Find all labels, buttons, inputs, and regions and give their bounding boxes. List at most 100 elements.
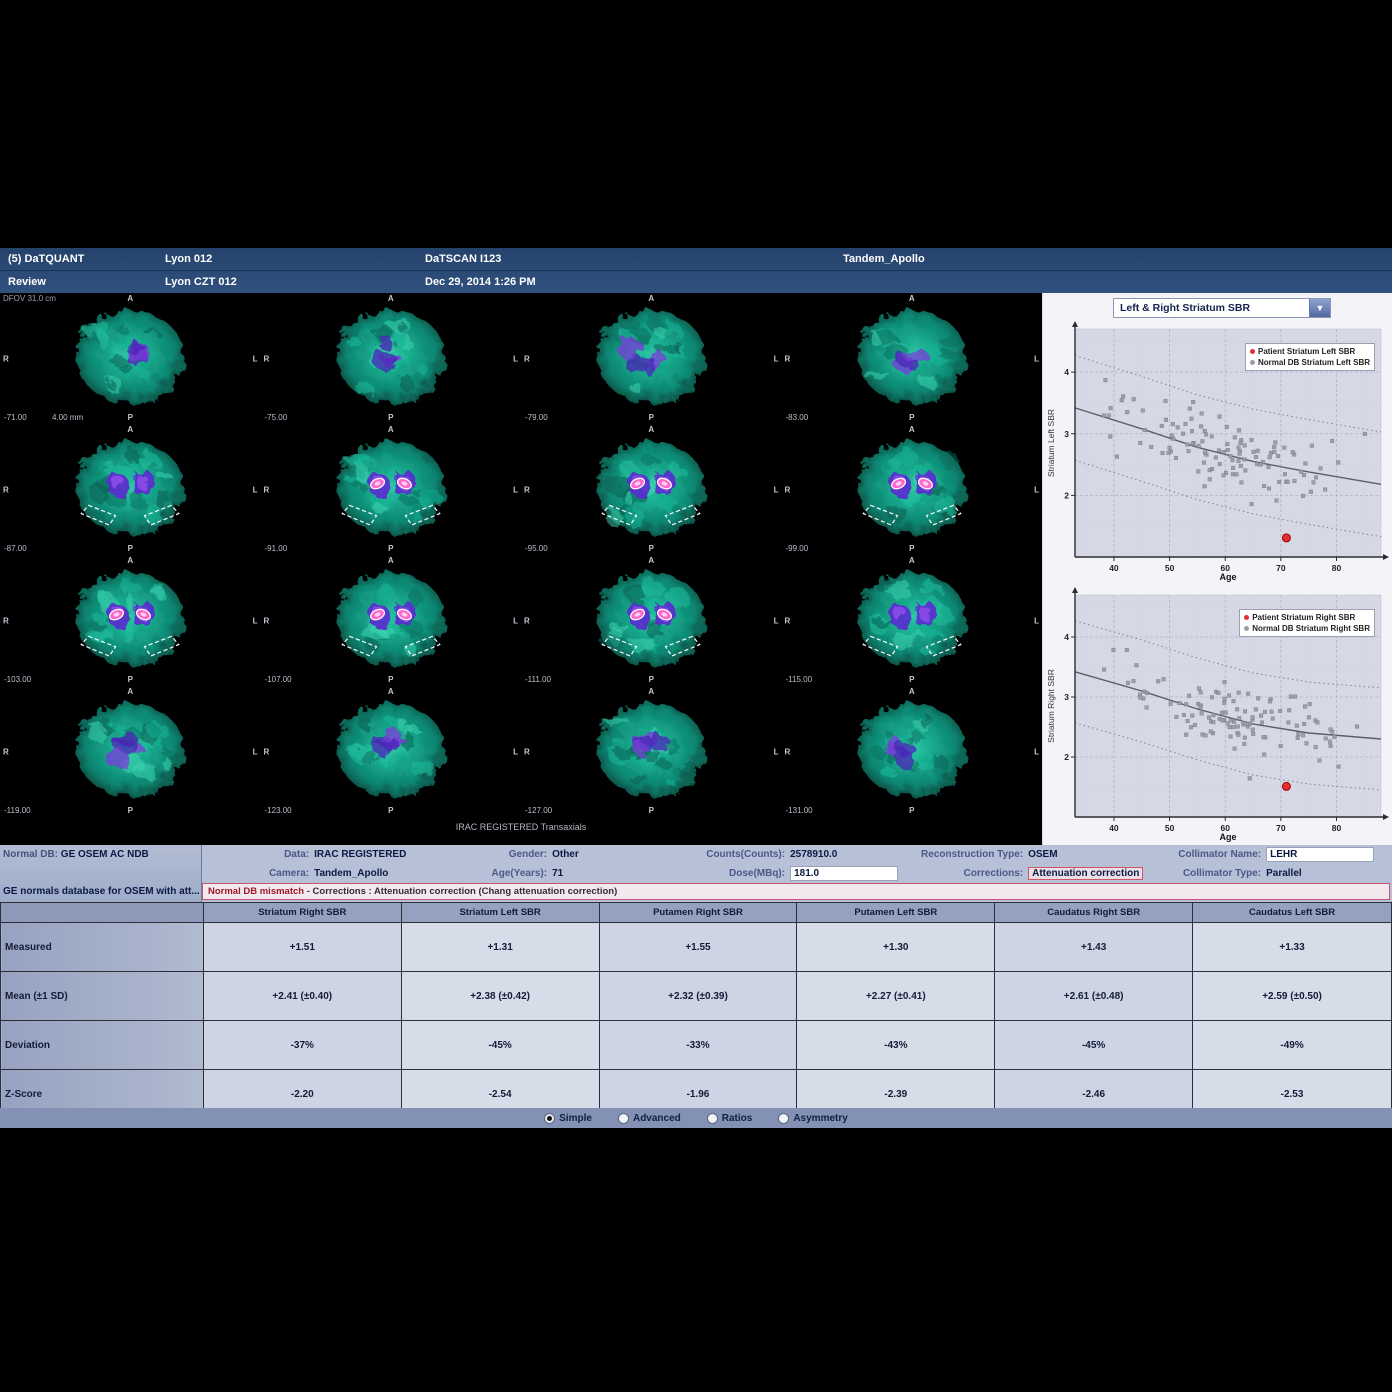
brain-slice-cell[interactable]: A P R L -83.00 (782, 293, 1043, 424)
brain-slice-cell[interactable]: A P R L -95.00 (521, 424, 782, 555)
brain-slice-cell[interactable]: A P R L -79.00 (521, 293, 782, 424)
slice-grid: A P R L -71.00 4.00 mm A P R L -75.00 A P R L -79.00 A P R… (0, 293, 1042, 817)
orientation-label: A (127, 556, 134, 565)
brain-slice-cell[interactable]: A P R L -87.00 (0, 424, 261, 555)
orientation-label: A (908, 556, 915, 565)
brain-slice-cell[interactable]: A P R L -103.00 (0, 555, 261, 686)
slice-position-label: -103.00 (4, 675, 32, 684)
display-mode-option-simple[interactable]: Simple (544, 1112, 592, 1124)
orientation-label: P (909, 544, 915, 553)
legend-marker-icon (1244, 615, 1250, 621)
striatum-right-sbr-chart: 40 50 60 70 80 2 3 4 Age Striatum Right SBR Patien… (1045, 587, 1391, 843)
orientation-label: R (524, 485, 530, 494)
table-cell: +1.30 (796, 922, 996, 972)
brain-slice-cell[interactable]: A P R L -119.00 (0, 686, 261, 817)
svg-text:4: 4 (1064, 367, 1069, 377)
field-value: 71 (552, 868, 564, 879)
display-mode-option-advanced[interactable]: Advanced (617, 1112, 681, 1124)
slice-position-label: -119.00 (4, 806, 31, 815)
legend-marker-icon (1249, 349, 1255, 355)
column-header: Putamen Left SBR (796, 902, 996, 923)
orientation-label: L (1034, 747, 1039, 756)
row-label: Mean (±1 SD) (0, 971, 204, 1021)
table-cell: +2.59 (±0.50) (1192, 971, 1392, 1021)
brain-slice-cell[interactable]: A P R L -107.00 (261, 555, 522, 686)
corrections-value-highlighted[interactable]: Attenuation correction (1028, 867, 1144, 880)
field-input[interactable]: 181.0 (790, 866, 899, 881)
chevron-down-icon[interactable]: ▼ (1309, 299, 1330, 317)
orientation-label: R (263, 747, 270, 756)
svg-text:2: 2 (1064, 490, 1069, 500)
option-label: Simple (559, 1112, 592, 1124)
sbr-chart-panel: Left & Right Striatum SBR ▼ 40 50 60 70 80 2 3… (1042, 293, 1392, 845)
field-label: Collimator Name: (1178, 849, 1262, 860)
patient-data-point (1281, 533, 1291, 543)
table-cell: +1.33 (1192, 922, 1392, 972)
patient-name: Lyon 012 (165, 253, 213, 265)
brain-slice-cell[interactable]: A P R L -111.00 (521, 555, 782, 686)
brain-slice-cell[interactable]: A P R L -123.00 (261, 686, 522, 817)
orientation-label: L (513, 616, 518, 625)
brain-slice-cell[interactable]: A P R L -99.00 (782, 424, 1043, 555)
brain-slice-cell[interactable]: A P R L -115.00 (782, 555, 1043, 686)
field-value: Parallel (1266, 868, 1302, 879)
slice-position-label: -75.00 (264, 413, 288, 422)
legend-marker-icon (1244, 626, 1250, 632)
study-metadata-strip: Normal DB: GE OSEM AC NDB GE normals dat… (0, 845, 1392, 902)
orientation-label: A (908, 294, 915, 303)
metadata-field: Dose(MBq): 181.0 (678, 864, 916, 883)
field-label: Data: (284, 849, 310, 860)
column-header: Caudatus Left SBR (1192, 902, 1392, 923)
chart-selector-dropdown[interactable]: Left & Right Striatum SBR ▼ (1113, 298, 1331, 318)
sbr-results-table: Striatum Right SBR Striatum Left SBR Putam… (0, 902, 1392, 1119)
header-divider (0, 270, 1392, 271)
chart-legend: Patient Striatum Right SBR Normal DB Stri… (1239, 609, 1375, 637)
metadata-field: Corrections: Attenuation correction (916, 864, 1154, 883)
radio-icon[interactable] (706, 1112, 718, 1124)
legend-entry-label: Normal DB Striatum Right SBR (1252, 624, 1370, 633)
slice-position-label: -91.00 (264, 544, 288, 553)
orientation-label: P (909, 806, 915, 815)
table-row: Mean (±1 SD) +2.41 (±0.40) +2.38 (±0.42) +2… (0, 971, 1392, 1021)
slice-position-label: -83.00 (785, 413, 809, 422)
orientation-label: A (387, 425, 394, 434)
radio-icon[interactable] (778, 1112, 790, 1124)
table-cell: +2.27 (±0.41) (796, 971, 996, 1021)
patient-banner: (5) DaTQUANT Lyon 012 DaTSCAN I123 Tande… (0, 248, 1392, 293)
radio-icon[interactable] (544, 1112, 556, 1124)
field-label: Corrections: (963, 868, 1024, 879)
slice-position-label: -127.00 (525, 806, 553, 815)
orientation-label: R (784, 354, 791, 363)
svg-text:3: 3 (1064, 692, 1069, 702)
patient-data-point (1281, 781, 1291, 791)
brain-slice-cell[interactable]: A P R L -75.00 (261, 293, 522, 424)
orientation-label: P (388, 544, 394, 553)
svg-text:4: 4 (1064, 632, 1069, 642)
svg-text:3: 3 (1064, 429, 1069, 439)
row-label: Deviation (0, 1020, 204, 1070)
field-value: 2578910.0 (790, 849, 838, 860)
brain-slice-cell[interactable]: A P R L -71.00 4.00 mm (0, 293, 261, 424)
orientation-label: R (263, 616, 270, 625)
orientation-label: A (387, 687, 394, 696)
radio-icon[interactable] (617, 1112, 629, 1124)
brain-slice-cell[interactable]: A P R L -127.00 (521, 686, 782, 817)
table-row: Deviation -37% -45% -33% -43% -45% -49% (0, 1020, 1392, 1070)
x-axis-label: Age (1219, 572, 1236, 582)
brain-slice-image (336, 309, 445, 403)
display-mode-option-asymmetry[interactable]: Asymmetry (778, 1112, 848, 1124)
brain-slice-cell[interactable]: A P R L -131.00 (782, 686, 1043, 817)
series-caption: IRAC REGISTERED Transaxials (455, 822, 587, 832)
table-cell: +1.51 (202, 922, 402, 972)
orientation-label: P (909, 413, 915, 422)
slice-position-label: -87.00 (4, 544, 27, 553)
display-mode-option-ratios[interactable]: Ratios (706, 1112, 752, 1124)
brain-slice-cell[interactable]: A P R L -91.00 (261, 424, 522, 555)
slice-position-label: -95.00 (525, 544, 548, 553)
normal-db-description: GE normals database for OSEM with att... (3, 886, 199, 897)
orientation-label: L (773, 485, 779, 494)
brain-slice-image (76, 571, 185, 665)
transaxial-slice-viewer: DFOV 31.0 cm A P R L -71.00 4.00 mm A P R L -75.00… (0, 293, 1042, 845)
svg-text:2: 2 (1064, 752, 1069, 762)
field-input[interactable]: LEHR (1266, 847, 1375, 862)
